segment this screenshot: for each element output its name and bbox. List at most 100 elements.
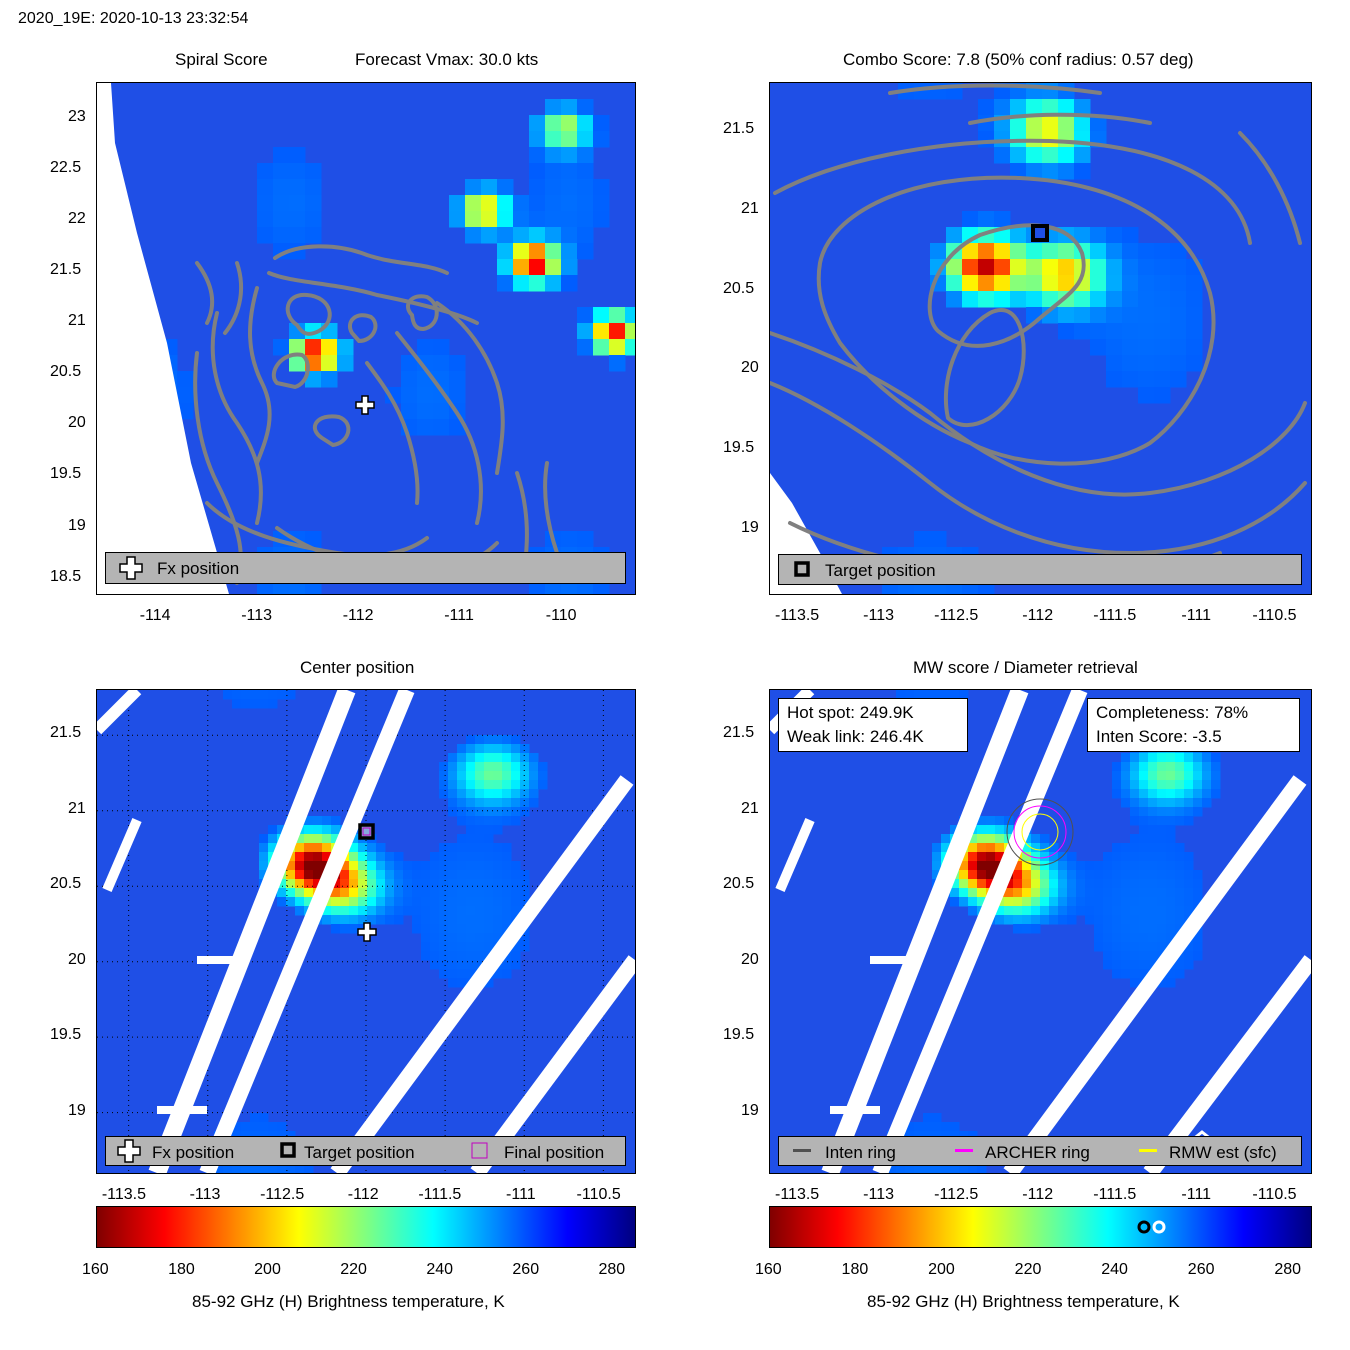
tb-cell xyxy=(241,699,251,709)
tb-cell xyxy=(896,690,906,700)
tb-cell xyxy=(1139,906,1149,916)
archer-ring xyxy=(1013,805,1067,859)
tb-cell xyxy=(1148,924,1158,934)
tb-cell xyxy=(1175,807,1185,817)
tb-cell xyxy=(466,951,476,961)
tb-cell xyxy=(1170,355,1187,372)
tb-cell xyxy=(609,355,626,372)
tb-cell xyxy=(1013,915,1023,925)
tb-cell xyxy=(502,798,512,808)
tb-cell xyxy=(1094,942,1104,952)
tb-cell xyxy=(1170,275,1187,292)
tb-cell xyxy=(968,888,978,898)
tb-cell xyxy=(448,888,458,898)
tb-cell xyxy=(577,115,594,132)
tb-cell xyxy=(1193,780,1203,790)
tb-cell xyxy=(511,798,521,808)
colorbar-tick-label: 280 xyxy=(1274,1261,1302,1278)
mw-score-map: Hot spot: 249.9K Weak link: 246.4K Compl… xyxy=(769,689,1312,1174)
tb-cell xyxy=(502,807,512,817)
tb-cell xyxy=(376,906,386,916)
tb-cell xyxy=(289,179,306,196)
tb-cell xyxy=(439,870,449,880)
tb-cell xyxy=(520,789,530,799)
tb-cell xyxy=(1184,771,1194,781)
tb-cell xyxy=(1148,771,1158,781)
x-tick-label: -111.5 xyxy=(1093,1186,1137,1203)
completeness-text: Completeness: 78% xyxy=(1096,703,1249,722)
tb-cell xyxy=(331,897,341,907)
tb-cell xyxy=(502,744,512,754)
tb-cell xyxy=(1094,906,1104,916)
tb-cell xyxy=(457,753,467,763)
tb-cell xyxy=(1106,227,1123,244)
tb-cell xyxy=(1031,879,1041,889)
tb-cell xyxy=(1139,897,1149,907)
tb-cell xyxy=(994,147,1011,164)
tb-cell xyxy=(1157,798,1167,808)
y-tick-label: 19 xyxy=(741,1101,759,1119)
tb-cell xyxy=(439,915,449,925)
legend-final-position-label: Final position xyxy=(504,1143,605,1162)
tb-cell xyxy=(520,753,530,763)
tb-cell xyxy=(439,951,449,961)
tb-cell xyxy=(1148,933,1158,943)
y-tick-label: 20 xyxy=(741,950,759,968)
tb-cell xyxy=(1040,870,1050,880)
tb-cell xyxy=(1013,861,1023,871)
tb-cell xyxy=(1310,1158,1311,1168)
tb-cell xyxy=(1175,771,1185,781)
tb-cell xyxy=(520,744,530,754)
tb-cell xyxy=(1121,906,1131,916)
tb-cell xyxy=(1184,888,1194,898)
tb-cell xyxy=(502,753,512,763)
tb-cell xyxy=(1121,960,1131,970)
tb-cell xyxy=(1148,879,1158,889)
tb-cell xyxy=(1202,780,1212,790)
tb-cell xyxy=(430,879,440,889)
tb-cell xyxy=(286,1167,296,1173)
tb-cell xyxy=(493,933,503,943)
tb-cell xyxy=(1031,915,1041,925)
tb-cell xyxy=(932,861,942,871)
tb-cell xyxy=(232,690,242,700)
tb-cell xyxy=(959,861,969,871)
tb-cell xyxy=(1022,906,1032,916)
tb-cell xyxy=(1175,753,1185,763)
tb-cell xyxy=(1154,291,1171,308)
tb-cell xyxy=(1157,780,1167,790)
tb-cell xyxy=(1130,888,1140,898)
tb-cell xyxy=(358,870,368,880)
tb-cell xyxy=(466,969,476,979)
tb-cell xyxy=(286,861,296,871)
tb-cell xyxy=(421,933,431,943)
y-tick-label: 20.5 xyxy=(723,279,755,297)
tb-cell xyxy=(1022,924,1032,934)
tb-cell xyxy=(448,942,458,952)
tb-cell xyxy=(1112,915,1122,925)
tb-cell xyxy=(421,924,431,934)
tb-cell xyxy=(1138,355,1155,372)
tb-cell xyxy=(1148,897,1158,907)
tb-cell xyxy=(1074,291,1091,308)
tb-cell xyxy=(561,163,578,180)
tb-cell xyxy=(457,789,467,799)
tb-cell xyxy=(593,115,610,132)
tb-cell xyxy=(914,1122,924,1132)
tb-cell xyxy=(1138,291,1155,308)
x-tick-label: -112 xyxy=(342,607,374,624)
tb-cell xyxy=(466,807,476,817)
tb-cell xyxy=(1090,307,1107,324)
tb-cell xyxy=(986,852,996,862)
tb-cell xyxy=(250,1113,260,1123)
tb-cell xyxy=(1022,879,1032,889)
rmw-ring xyxy=(1021,813,1059,851)
tb-cell xyxy=(1058,259,1075,276)
tb-cell xyxy=(273,147,290,164)
tb-cell xyxy=(484,888,494,898)
tb-cell xyxy=(1040,852,1050,862)
tb-cell xyxy=(313,861,323,871)
tb-cell xyxy=(1157,861,1167,871)
tb-cell xyxy=(417,339,434,356)
tb-cell xyxy=(394,852,404,862)
